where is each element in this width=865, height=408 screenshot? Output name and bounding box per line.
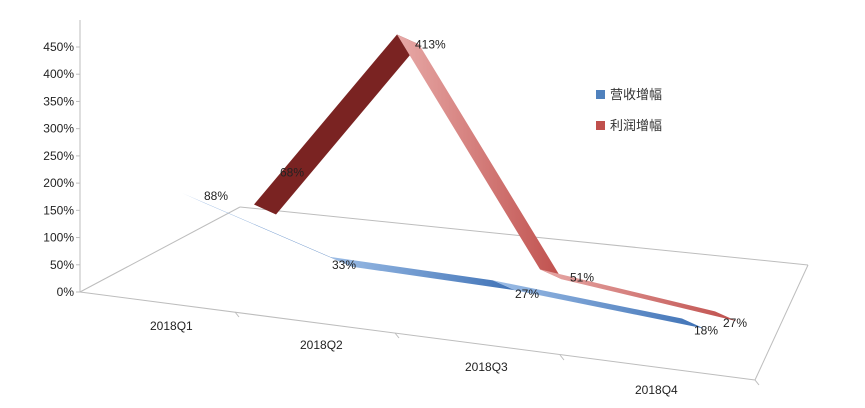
- floor-tick-mark: [234, 311, 240, 318]
- floor-right-edge: [754, 264, 809, 381]
- category-label: 2018Q2: [300, 338, 343, 352]
- y-tick-label: 400%: [43, 67, 74, 81]
- y-axis-ticks: 0% 50% 100% 150% 200% 250% 300% 350% 400% 450%: [43, 40, 80, 299]
- y-tick-label: 200%: [43, 176, 74, 190]
- series-ribbons: [182, 34, 737, 329]
- data-label-profit: 27%: [723, 316, 747, 330]
- category-label: 2018Q1: [150, 319, 193, 333]
- category-label: 2018Q3: [465, 360, 508, 374]
- legend-swatch-profit: [596, 121, 605, 130]
- category-labels: 2018Q1 2018Q2 2018Q3 2018Q4: [150, 319, 678, 397]
- legend: 营收增幅 利润增幅: [596, 88, 662, 134]
- data-label-revenue: 88%: [204, 189, 228, 203]
- y-tick-label: 450%: [43, 40, 74, 54]
- ribbon-segment-revenue: [330, 256, 515, 291]
- y-tick-label: 0%: [57, 285, 75, 299]
- y-tick-label: 250%: [43, 149, 74, 163]
- y-tick-label: 100%: [43, 231, 74, 245]
- ribbon-segment-profit: [397, 34, 562, 280]
- data-label-profit: 51%: [570, 270, 594, 284]
- floor-tick-mark: [394, 332, 400, 339]
- legend-item-profit: 利润增幅: [596, 119, 662, 134]
- data-label-profit: 68%: [280, 165, 304, 179]
- data-label-profit: 413%: [415, 37, 446, 51]
- floor-tick-mark: [754, 379, 760, 386]
- data-label-revenue: 33%: [332, 258, 356, 272]
- data-label-revenue: 27%: [515, 287, 539, 301]
- floor-ticks: [234, 311, 760, 386]
- data-label-revenue: 18%: [694, 323, 718, 337]
- ribbon-segment-profit: [254, 34, 419, 215]
- y-tick-label: 350%: [43, 94, 74, 108]
- legend-label-profit: 利润增幅: [610, 119, 662, 134]
- y-tick-label: 150%: [43, 203, 74, 217]
- floor-tick-mark: [559, 354, 565, 361]
- legend-label-revenue: 营收增幅: [610, 88, 662, 103]
- floor-front-edge: [79, 291, 756, 381]
- y-tick-label: 50%: [50, 258, 74, 272]
- legend-swatch-revenue: [596, 90, 605, 99]
- ribbon-segment-revenue: [182, 192, 352, 267]
- back-left-edge: [79, 206, 241, 293]
- y-tick-label: 300%: [43, 122, 74, 136]
- data-labels: 68% 413% 51% 27% 88% 33% 27% 18%: [204, 37, 747, 337]
- legend-item-revenue: 营收增幅: [596, 88, 662, 103]
- ribbon-segment-profit: [540, 269, 737, 322]
- category-label: 2018Q4: [635, 383, 678, 397]
- ribbon-segment-revenue: [493, 280, 704, 329]
